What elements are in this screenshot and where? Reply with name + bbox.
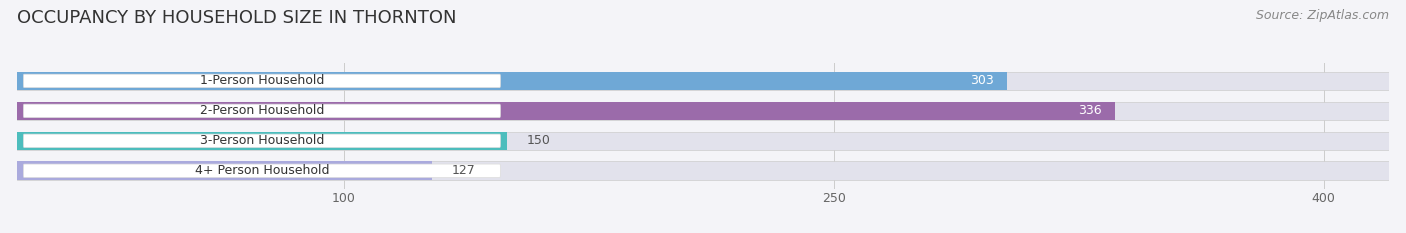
Bar: [17, 161, 432, 180]
Text: 336: 336: [1078, 104, 1102, 117]
Text: 303: 303: [970, 74, 994, 87]
FancyBboxPatch shape: [24, 104, 501, 117]
Text: 2-Person Household: 2-Person Household: [200, 104, 325, 117]
Bar: [17, 131, 1389, 150]
Text: 1-Person Household: 1-Person Household: [200, 74, 325, 87]
Text: 127: 127: [451, 164, 475, 177]
Bar: [17, 72, 1007, 90]
Text: 150: 150: [527, 134, 550, 147]
Text: OCCUPANCY BY HOUSEHOLD SIZE IN THORNTON: OCCUPANCY BY HOUSEHOLD SIZE IN THORNTON: [17, 9, 457, 27]
Text: 4+ Person Household: 4+ Person Household: [194, 164, 329, 177]
Text: 3-Person Household: 3-Person Household: [200, 134, 325, 147]
Bar: [17, 102, 1115, 120]
Text: Source: ZipAtlas.com: Source: ZipAtlas.com: [1256, 9, 1389, 22]
Bar: [17, 161, 1389, 180]
Bar: [17, 131, 508, 150]
Bar: [17, 102, 1389, 120]
FancyBboxPatch shape: [24, 74, 501, 88]
Bar: [17, 72, 1389, 90]
FancyBboxPatch shape: [24, 164, 501, 178]
FancyBboxPatch shape: [24, 134, 501, 147]
